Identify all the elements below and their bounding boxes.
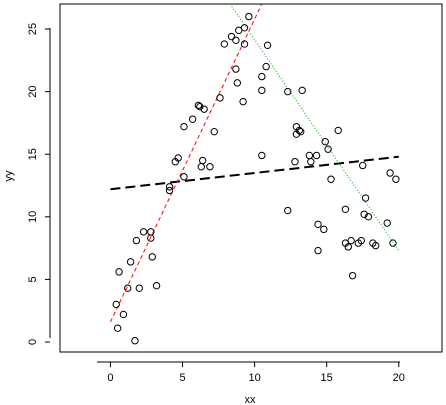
data-point — [357, 236, 365, 245]
data-point — [361, 194, 370, 202]
segment2-fit-line — [229, 3, 400, 251]
x-tick-label: 15 — [321, 372, 333, 384]
data-point — [126, 258, 135, 266]
data-point — [307, 158, 315, 166]
data-point — [347, 236, 355, 245]
data-point — [115, 268, 123, 276]
data-point — [314, 220, 322, 229]
data-point — [297, 127, 305, 136]
data-point — [174, 154, 182, 162]
data-point — [233, 79, 242, 87]
data-point — [312, 151, 321, 160]
fit-lines — [110, 3, 400, 323]
data-point — [320, 225, 328, 234]
data-point — [131, 337, 139, 345]
data-point — [165, 186, 174, 195]
data-point — [232, 65, 240, 73]
data-point — [334, 126, 342, 135]
data-point — [135, 284, 143, 292]
data-point — [206, 163, 214, 171]
data-point — [262, 62, 270, 71]
y-axis-title: yy — [3, 170, 15, 182]
data-point — [305, 151, 314, 160]
data-point — [199, 156, 207, 165]
data-point — [371, 241, 380, 250]
data-point — [291, 158, 299, 166]
data-point — [245, 12, 253, 21]
y-ticks: 0 5 10 15 20 25 — [27, 23, 50, 345]
data-point — [196, 102, 204, 111]
data-point — [112, 300, 120, 309]
data-point — [113, 324, 122, 332]
data-point — [139, 228, 148, 236]
data-point — [227, 32, 236, 41]
data-point — [284, 87, 292, 96]
data-point — [216, 94, 224, 102]
x-ticks: 0 5 10 15 20 — [107, 362, 405, 384]
data-point — [327, 175, 335, 183]
data-point — [188, 115, 197, 123]
data-point — [295, 126, 303, 135]
data-point — [210, 127, 218, 136]
plot-frame — [59, 3, 443, 353]
data-point — [348, 271, 357, 280]
data-point — [324, 145, 332, 153]
x-tick-label: 20 — [393, 372, 405, 384]
x-tick-label: 10 — [248, 372, 260, 384]
data-point — [298, 86, 306, 95]
data-point — [197, 163, 205, 171]
y-tick-label: 25 — [27, 23, 39, 35]
data-point — [314, 246, 322, 255]
data-point — [165, 183, 174, 191]
x-axis-title: xx — [245, 394, 257, 405]
data-point — [321, 137, 329, 146]
data-point — [240, 24, 249, 32]
data-point — [360, 210, 368, 219]
data-point — [383, 219, 391, 227]
data-point — [180, 122, 188, 131]
data-point — [284, 206, 292, 215]
data-point — [194, 101, 203, 110]
data-point — [152, 281, 161, 290]
segment1-fit-line — [110, 3, 263, 323]
y-tick-label: 15 — [27, 148, 39, 160]
data-point — [132, 236, 141, 245]
data-point — [119, 310, 128, 319]
x-tick-label: 0 — [107, 372, 113, 384]
y-tick-label: 5 — [27, 276, 39, 282]
y-tick-label: 0 — [27, 339, 39, 345]
x-tick-label: 5 — [179, 372, 185, 384]
data-points — [112, 12, 400, 345]
data-point — [359, 161, 367, 170]
data-point — [124, 284, 132, 292]
data-point — [389, 239, 397, 247]
overall-fit-line — [110, 155, 399, 191]
data-point — [392, 175, 400, 183]
data-point — [258, 151, 266, 160]
data-point — [147, 234, 155, 242]
data-point — [364, 213, 373, 221]
data-point — [240, 40, 249, 48]
data-point — [344, 243, 353, 251]
data-point — [239, 97, 247, 106]
data-point — [148, 253, 156, 261]
data-point — [232, 36, 240, 45]
data-point — [180, 173, 188, 181]
data-point — [220, 40, 229, 48]
data-point — [258, 86, 266, 95]
y-tick-label: 10 — [27, 211, 39, 223]
y-tick-label: 20 — [27, 86, 39, 98]
data-point — [200, 105, 208, 113]
data-point — [263, 41, 272, 50]
data-point — [341, 205, 350, 213]
data-point — [258, 72, 266, 81]
data-point — [386, 169, 394, 177]
